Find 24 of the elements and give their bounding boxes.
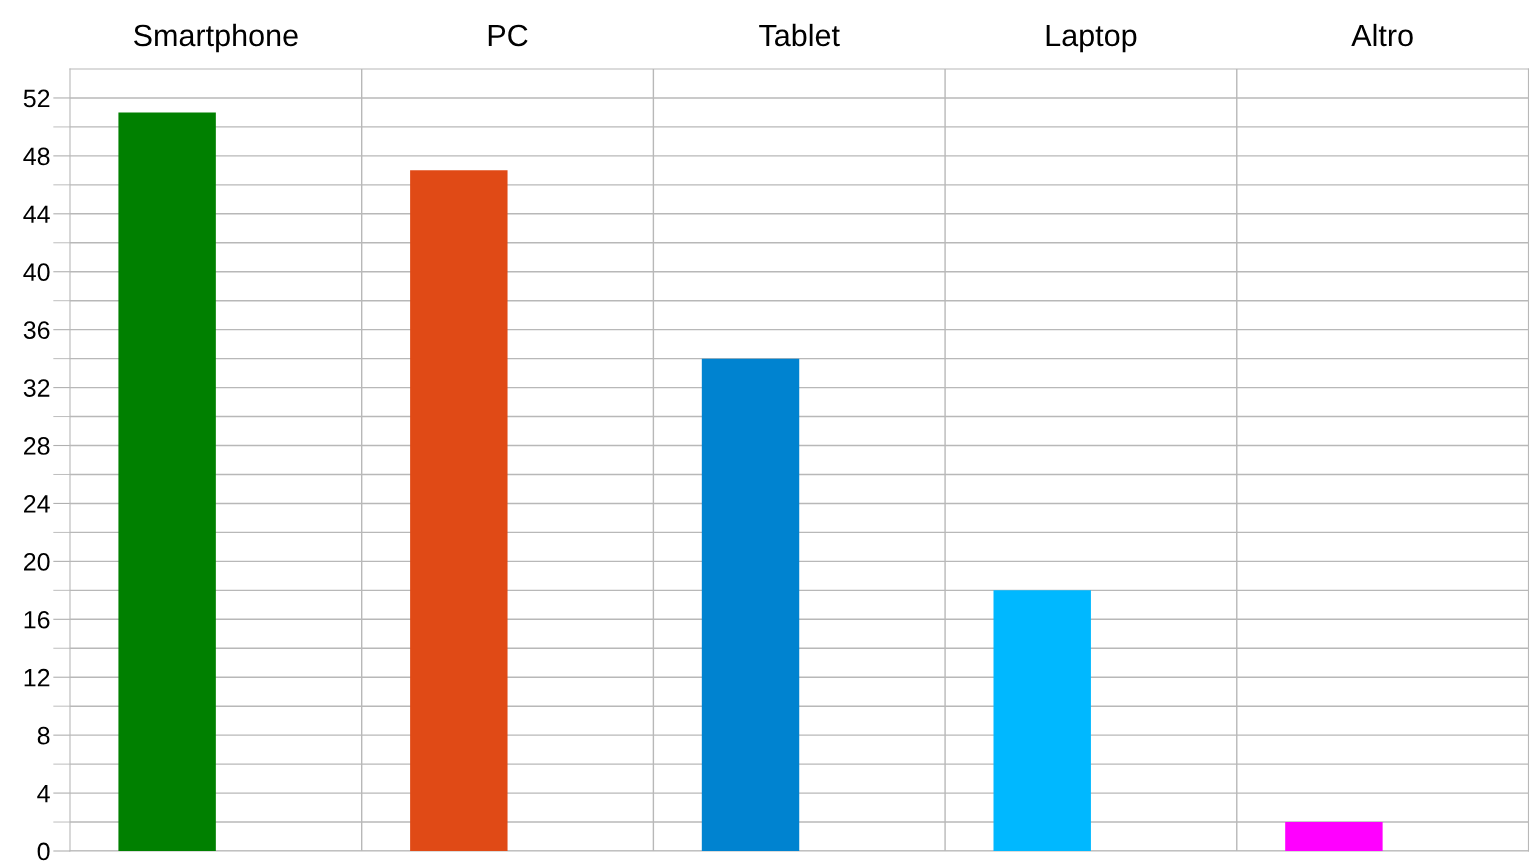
- y-tick-label: 28: [24, 437, 50, 455]
- y-tick-label: 20: [24, 552, 50, 571]
- y-tick-label: 32: [23, 379, 50, 397]
- y-tick-label: 24: [24, 495, 50, 513]
- y-tick-label: 52: [23, 89, 50, 108]
- y-tick-label: 40: [23, 263, 50, 282]
- bar: [993, 590, 1091, 851]
- bar: [118, 112, 216, 851]
- x-tick-label: Altro: [1351, 23, 1413, 47]
- y-tick-label: 36: [23, 321, 50, 339]
- x-tick-label: Laptop: [1046, 24, 1137, 53]
- x-tick-label: Smartphone: [134, 23, 298, 53]
- y-tick-label: 0: [37, 842, 50, 861]
- y-tick-label: 4: [37, 784, 50, 803]
- bar: [701, 358, 800, 851]
- y-tick-label: 16: [24, 610, 50, 629]
- bar: [1285, 822, 1383, 851]
- x-tick-label: Tablet: [759, 23, 840, 47]
- y-tick-label: 48: [23, 147, 50, 166]
- y-tick-label: 44: [23, 205, 50, 223]
- x-tick-label: PC: [488, 24, 528, 47]
- y-tick-label: 12: [24, 668, 50, 687]
- bar: [410, 170, 508, 851]
- y-tick-label: 8: [37, 726, 50, 745]
